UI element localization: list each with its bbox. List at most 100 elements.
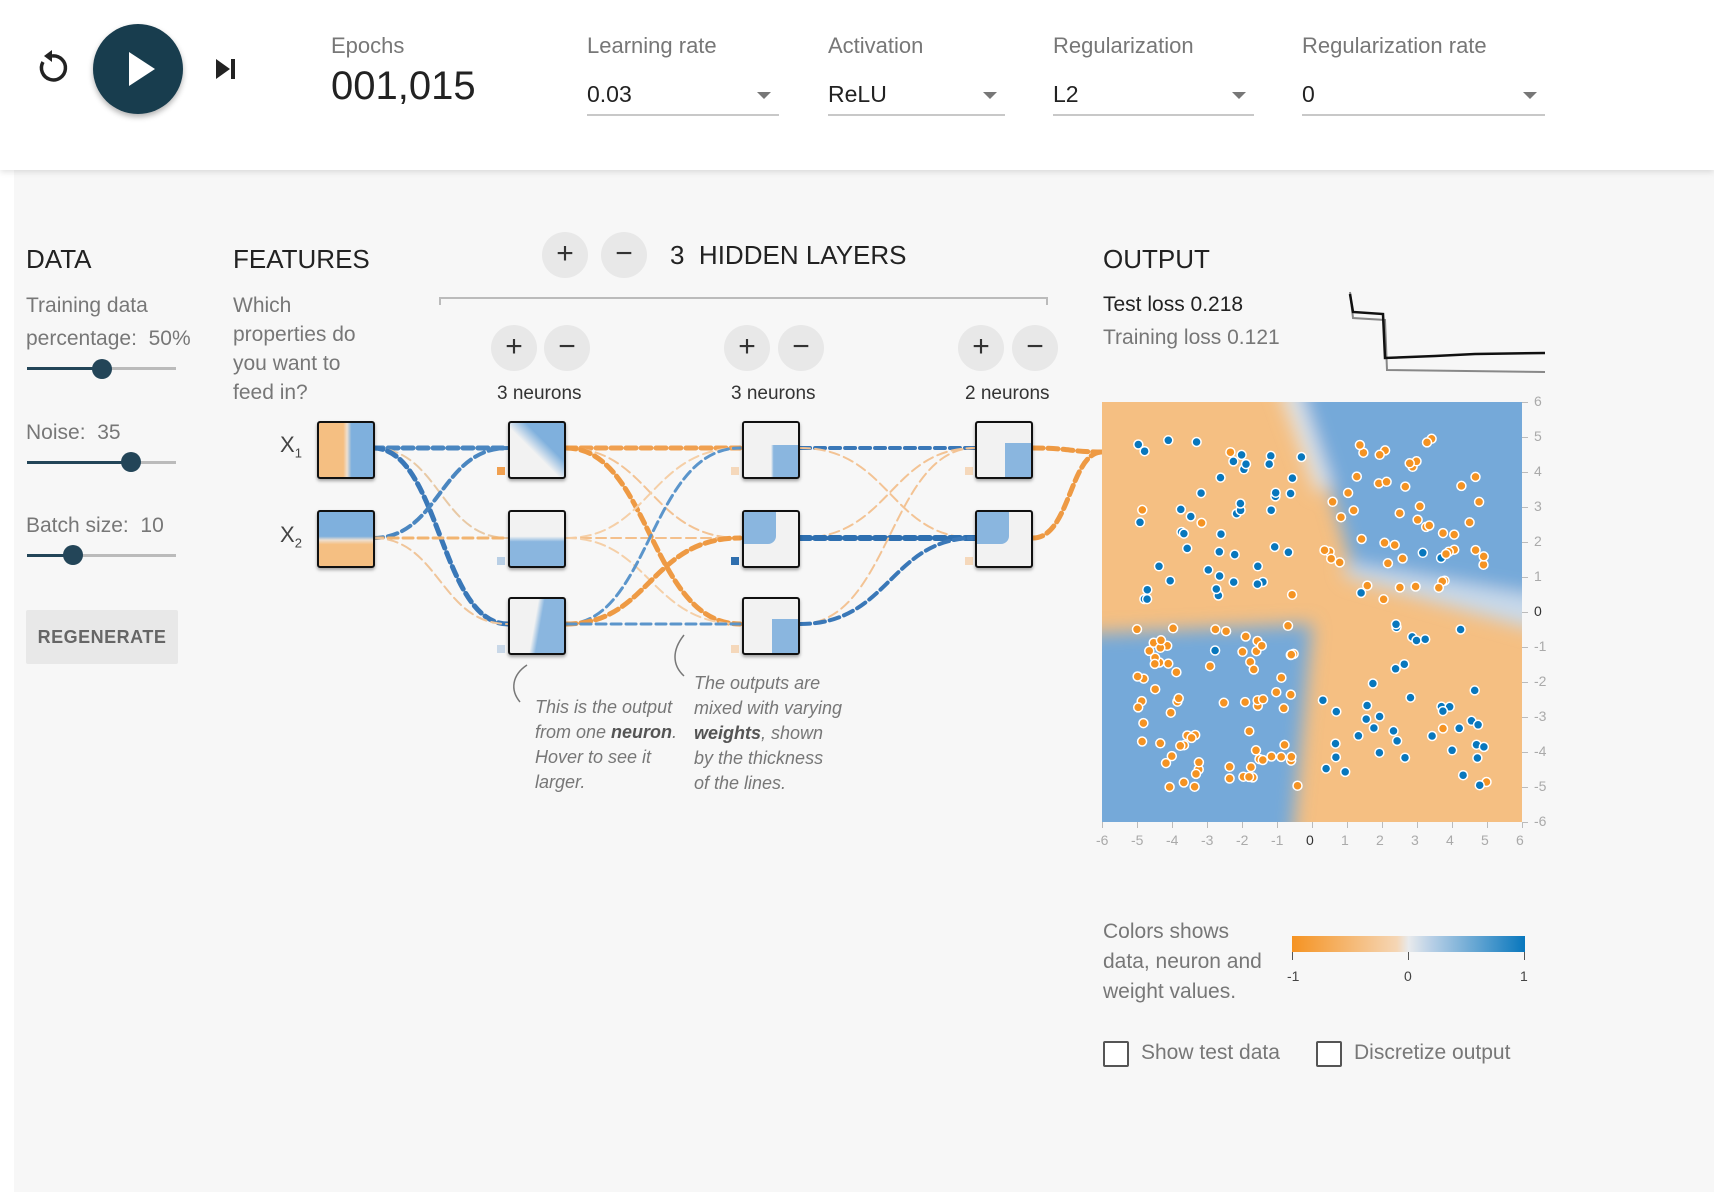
data-point [1417,547,1429,559]
regularization-value: L2 [1053,81,1079,107]
add-neuron-button[interactable]: + [958,325,1004,371]
feature-x2-neuron[interactable] [317,510,375,568]
legend-tick-label: 1 [1520,968,1528,984]
data-point [1155,738,1166,749]
y-tick [1522,752,1528,753]
slider-thumb[interactable] [91,359,112,379]
hidden-neuron[interactable] [508,421,566,479]
x-tick [1487,822,1488,828]
data-point [1142,584,1153,595]
x-tick-label: 2 [1376,832,1384,848]
data-point [1256,640,1268,651]
link[interactable] [371,446,510,540]
chevron-down-icon [757,92,771,99]
link[interactable] [1030,449,1105,541]
epochs-label: Epochs [331,33,405,58]
add-neuron-button[interactable]: + [724,325,770,371]
feature-x1-sub: 1 [294,445,302,461]
remove-layer-button[interactable]: − [601,232,647,278]
annotation-line: mixed with varying [694,698,843,718]
remove-neuron-button[interactable]: − [1012,325,1058,371]
annotation-line: weights, shown [694,721,842,746]
link[interactable] [565,447,741,539]
add-layer-button[interactable]: + [542,232,588,278]
remove-neuron-button[interactable]: − [544,325,590,371]
data-point [1473,496,1485,508]
data-point [1149,658,1161,670]
link[interactable] [563,445,743,627]
hidden-neuron[interactable] [975,510,1033,568]
annotation-line: from one neuron. [535,720,677,745]
link[interactable] [1030,445,1105,455]
hidden-neuron[interactable] [508,597,566,655]
hidden-neuron[interactable] [742,597,800,655]
data-point [1163,435,1174,446]
hidden-neuron[interactable] [742,421,800,479]
data-point [1210,624,1221,635]
data-point [1175,504,1187,515]
output-heatmap[interactable] [1102,402,1522,822]
data-point [1215,472,1226,483]
training-loss-label: Training loss [1103,326,1222,349]
select-underline [1053,114,1254,116]
data-point [1419,633,1431,645]
data-point [1178,777,1190,788]
data-point [1448,529,1460,540]
checkbox-box[interactable] [1316,1041,1342,1067]
data-point [1470,544,1481,556]
link[interactable] [565,447,741,539]
link[interactable] [799,447,976,539]
link[interactable] [798,536,977,626]
link[interactable] [372,537,509,625]
link[interactable] [563,535,743,627]
loss-chart [1348,291,1546,373]
step-icon[interactable] [213,56,239,82]
data-point [1457,769,1469,781]
bias-square [731,467,739,475]
data-point [1228,576,1239,588]
remove-neuron-button[interactable]: − [778,325,824,371]
data-point [1263,458,1275,470]
regenerate-button[interactable]: REGENERATE [26,610,178,664]
data-point [1374,711,1385,722]
x-tick-label: -3 [1201,832,1214,848]
training-loss-line [1349,291,1546,373]
data-point [1163,658,1174,669]
data-point [1228,456,1239,467]
data-point [1133,439,1144,450]
discretize-output-label: Discretize output [1354,1041,1511,1064]
data-point [1265,450,1277,462]
slider-thumb[interactable] [63,545,84,565]
data-point [1252,578,1263,590]
feature-x1-neuron[interactable] [317,421,375,479]
annotation-text: . [672,722,678,742]
data-point [1478,551,1489,562]
reset-icon[interactable] [34,50,70,86]
checkbox-box[interactable] [1103,1041,1129,1067]
y-tick-label: 4 [1534,463,1542,479]
link[interactable] [564,446,742,626]
add-neuron-button[interactable]: + [491,325,537,371]
hidden-neuron[interactable] [975,421,1033,479]
hidden-neuron[interactable] [508,510,566,568]
slider-thumb[interactable] [121,452,142,472]
play-button[interactable] [93,24,183,114]
data-point [1229,549,1240,560]
annotation-text: , shown [761,723,824,743]
learning-rate-value: 0.03 [587,81,632,107]
data-point [1139,445,1150,457]
data-point [1388,725,1399,737]
hidden-neuron[interactable] [742,510,800,568]
data-point [1405,692,1416,703]
data-title: DATA [26,244,92,274]
annotation-line: of the lines. [694,773,787,793]
legend-tick [1408,952,1409,960]
feature-x1-letter: X [280,432,295,457]
link[interactable] [799,447,976,539]
data-point [1141,593,1153,605]
y-tick [1522,787,1528,788]
training-value: 50% [148,327,191,350]
link[interactable] [799,447,976,625]
data-point [1446,745,1458,756]
link[interactable] [370,445,511,627]
